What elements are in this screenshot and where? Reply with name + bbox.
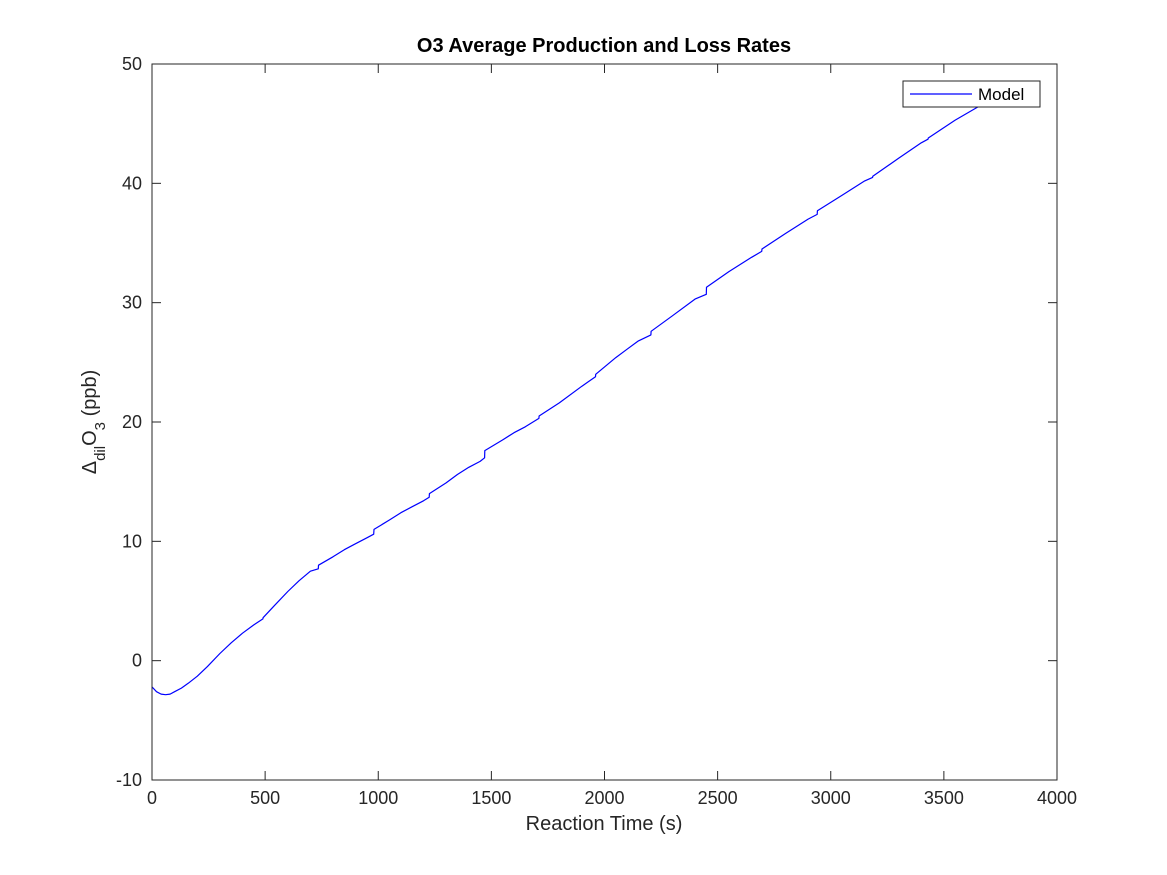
y-tick-label: 50	[122, 54, 142, 74]
ticks-layer: 0 500 1000 1500 2000 2500 3000 3500 4000-1001020…	[116, 54, 1077, 808]
y-tick-label: 20	[122, 412, 142, 432]
y-axis-label: ΔdilO3 (ppb)	[79, 370, 109, 475]
y-tick-label: -10	[116, 770, 142, 790]
x-tick-label: 3000	[811, 788, 851, 808]
x-tick-label: 0	[147, 788, 157, 808]
x-tick-label: 1500	[471, 788, 511, 808]
x-tick-label: 2000	[584, 788, 624, 808]
legend: Model	[902, 80, 1041, 108]
legend-label-model: Model	[978, 85, 1024, 104]
plot-area	[152, 64, 1057, 780]
x-tick-label: 4000	[1037, 788, 1077, 808]
x-axis-label: Reaction Time (s)	[526, 813, 683, 835]
series-layer	[151, 99, 990, 696]
y-tick-label: 0	[132, 651, 142, 671]
x-tick-label: 2500	[698, 788, 738, 808]
y-tick-label: 10	[122, 531, 142, 551]
series-line-model	[151, 99, 990, 696]
x-tick-label: 3500	[924, 788, 964, 808]
y-tick-label: 40	[122, 173, 142, 193]
y-tick-label: 30	[122, 293, 142, 313]
chart-title: O3 Average Production and Loss Rates	[417, 35, 791, 57]
x-tick-label: 500	[250, 788, 280, 808]
axes-box	[151, 63, 1058, 781]
x-tick-label: 1000	[358, 788, 398, 808]
